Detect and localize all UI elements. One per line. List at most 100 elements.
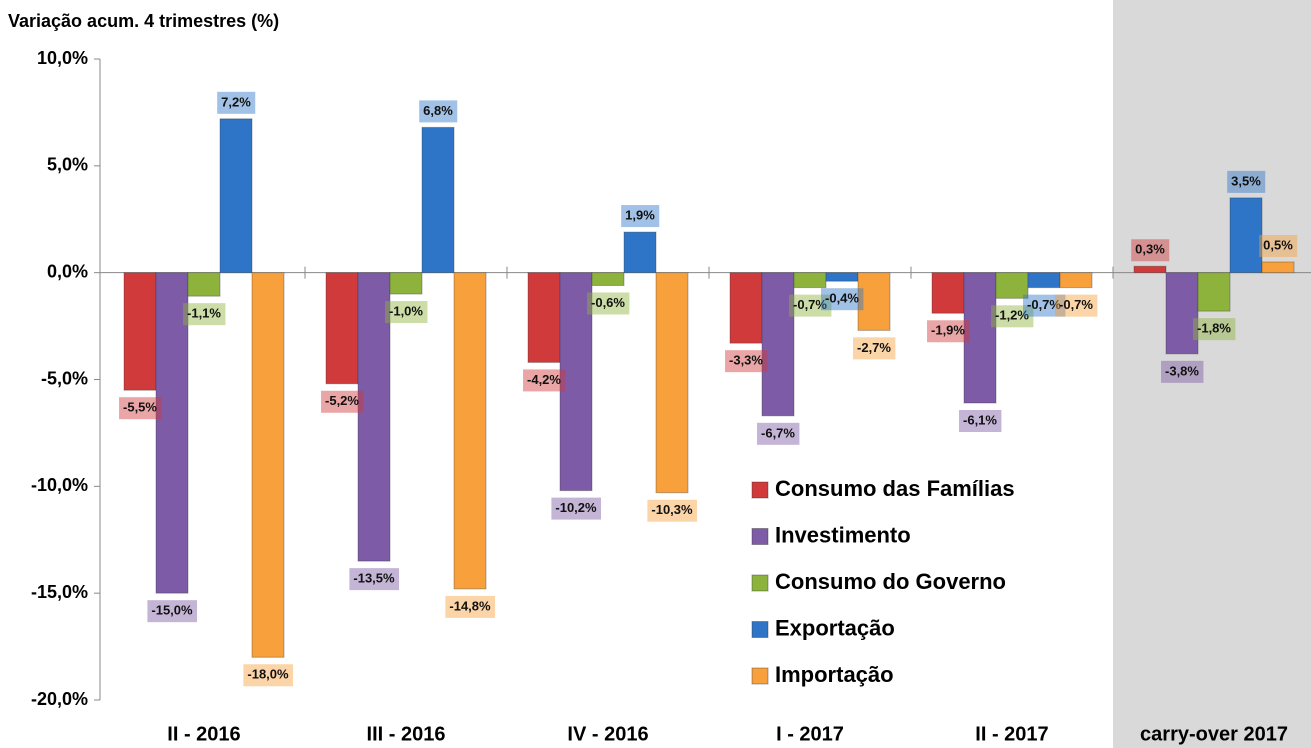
bar [357,272,391,562]
bar [389,272,423,295]
data-label-bg [789,294,832,317]
data-label: 3,5% [1227,170,1266,193]
data-label-text: 1,9% [625,208,655,223]
legend-label: Investimento [775,522,911,547]
data-label-bg [551,497,602,520]
bar [1027,272,1061,289]
bar [1059,272,1093,289]
data-label: -0,4% [821,288,864,311]
data-label-text: -2,7% [857,340,891,355]
data-label-bg [385,301,428,324]
data-label-text: -1,1% [187,306,221,321]
data-label-text: -0,7% [793,297,827,312]
data-label-text: -15,0% [151,603,193,618]
bar [857,272,891,331]
data-label-bg [243,664,294,687]
legend-label: Consumo das Famílias [775,476,1015,501]
data-label: 1,9% [621,205,660,228]
data-label-bg [621,205,660,228]
data-label-bg [1023,294,1066,317]
bar [729,272,763,344]
data-label-bg [1131,239,1170,262]
data-label-text: -10,2% [555,500,597,515]
data-label-text: -5,5% [123,400,157,415]
x-tick-label: carry-over 2017 [1140,723,1288,745]
data-label: -1,2% [991,305,1034,328]
bar [527,272,561,363]
bar [963,272,997,404]
data-label-text: 3,5% [1231,173,1261,188]
data-label-text: -4,2% [527,372,561,387]
data-label: 0,3% [1131,239,1170,262]
data-label-bg [1055,294,1098,317]
data-label: -2,7% [853,337,896,360]
data-label: -6,1% [959,410,1002,433]
data-label-text: -0,7% [1027,297,1061,312]
legend-label: Importação [775,662,894,687]
data-label-bg [757,422,800,445]
data-label: -3,8% [1161,360,1204,383]
data-label: -6,7% [757,422,800,445]
data-label-bg [853,337,896,360]
data-label: -5,5% [119,397,162,420]
data-label: -1,8% [1193,318,1236,341]
bar [187,272,221,297]
data-label: -10,3% [647,499,698,522]
y-tick-label: 5,0% [47,155,88,175]
bar [995,272,1029,299]
bar [761,272,795,417]
data-label-text: -18,0% [247,667,289,682]
bar [559,272,593,492]
data-label-bg [419,100,458,123]
bar [1197,272,1231,312]
data-label-text: -0,4% [825,291,859,306]
x-tick-label: I - 2017 [776,723,844,745]
data-label-bg [523,369,566,392]
data-label: -5,2% [321,390,364,413]
data-label-bg [1259,234,1298,257]
bar [325,272,359,385]
data-label-bg [991,305,1034,328]
data-label-text: -1,0% [389,303,423,318]
data-label-bg [587,292,630,315]
data-label-text: 6,8% [423,103,453,118]
data-label: -14,8% [445,595,496,618]
y-tick-label: -5,0% [41,368,88,388]
bar [219,118,253,274]
data-label: -0,7% [789,294,832,317]
data-label: -10,2% [551,497,602,520]
data-label: -1,0% [385,301,428,324]
data-label-bg [349,568,400,591]
y-tick-label: 0,0% [47,261,88,281]
data-label: -0,7% [1023,294,1066,317]
data-label-bg [927,320,970,343]
x-tick-label: II - 2017 [975,723,1048,745]
bar [251,272,285,658]
data-label-text: 0,3% [1135,242,1165,257]
highlight-band [1113,0,1311,748]
legend-swatch [751,481,769,499]
data-label: 7,2% [217,91,256,114]
bar [623,231,657,274]
legend-swatch [751,528,769,545]
data-label-text: -1,8% [1197,321,1231,336]
data-label-bg [147,600,198,623]
data-label: -3,3% [725,350,768,373]
data-label-text: -3,3% [729,353,763,368]
data-label: -4,2% [523,369,566,392]
bar [825,272,859,282]
data-label: 0,5% [1259,234,1298,257]
data-label-text: 0,5% [1263,237,1293,252]
data-label-bg [821,288,864,311]
bar [421,126,455,274]
data-label: -0,7% [1055,294,1098,317]
data-label-text: -6,1% [963,412,997,427]
bar [591,272,625,286]
data-label: -15,0% [147,600,198,623]
x-tick-label: III - 2016 [367,723,446,745]
y-tick-label: -15,0% [31,582,88,602]
y-tick-label: 10,0% [37,48,88,68]
bar [793,272,827,289]
data-label-bg [119,397,162,420]
